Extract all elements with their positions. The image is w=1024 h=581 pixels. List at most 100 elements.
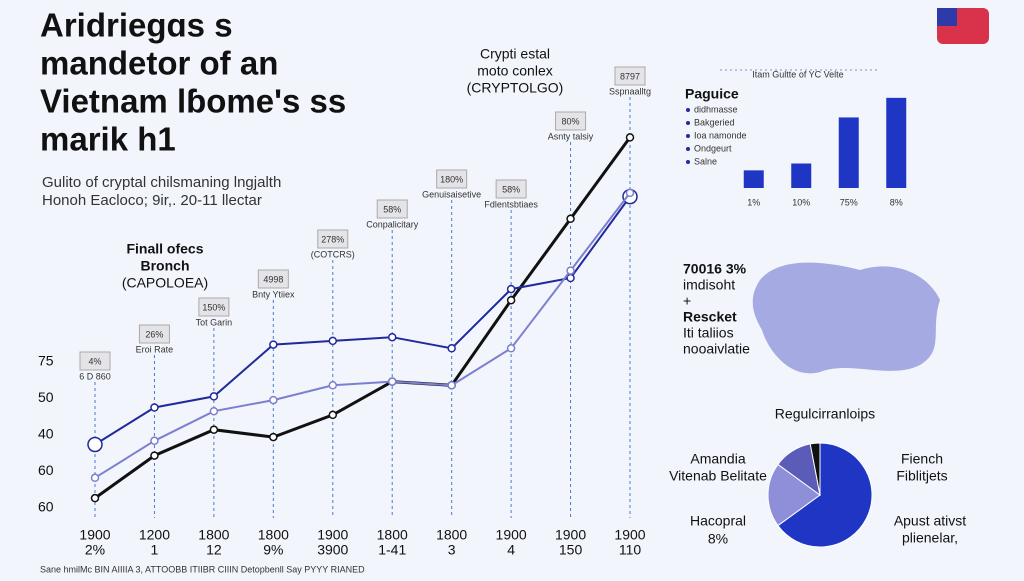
pie-slice <box>809 442 821 496</box>
note: (CRYPTOLGO) <box>467 80 564 96</box>
annotation-label: 58% <box>502 184 520 194</box>
legend-dot <box>686 134 690 138</box>
line-point <box>625 188 635 198</box>
legend-dot <box>686 108 690 112</box>
line-point <box>328 336 338 346</box>
map-note: Iti taliios <box>683 325 734 341</box>
x-tick-label: 1900 <box>79 527 110 543</box>
pie-slice <box>777 442 873 548</box>
x-tick-label: 1200 <box>139 527 170 543</box>
line-point <box>506 284 516 294</box>
line-point <box>87 436 103 453</box>
annotation-box <box>436 169 468 189</box>
annotation-label: 58% <box>383 204 401 214</box>
annotation-box <box>79 351 111 371</box>
title-line: marik h1 <box>40 121 176 158</box>
x-tick-label: 1% <box>747 197 760 207</box>
x-sublabel: 1 <box>151 542 159 558</box>
annotation-text: Asnty talsiy <box>548 131 594 141</box>
map <box>752 262 940 374</box>
annotation-label: 278% <box>321 234 344 244</box>
annotation-box <box>257 269 289 289</box>
y-axis-label: 50 <box>38 389 54 405</box>
annotation-box <box>376 199 408 219</box>
annotation-box <box>138 324 170 344</box>
x-sublabel: 9% <box>263 542 283 558</box>
note: moto conlex <box>477 63 552 79</box>
legend-item: Salne <box>694 156 717 166</box>
pie-label: 8% <box>708 531 728 547</box>
annotation-text: Conpalicitary <box>366 219 419 229</box>
annotation-text: Genuisaisetive <box>422 189 481 199</box>
line-point <box>150 403 159 412</box>
x-tick-label: 1900 <box>614 527 645 543</box>
x-tick-label: 1900 <box>317 527 348 543</box>
footer: Sane hmilMc BIN AIIIIA 3, ATTOOBB ITIIBR… <box>40 564 365 574</box>
line-point <box>506 344 516 353</box>
annotation-box <box>317 229 349 249</box>
pie-slice <box>767 463 821 527</box>
x-tick-label: 1800 <box>377 527 408 543</box>
x-tick-label: 8% <box>890 197 903 207</box>
map-note: Rescket <box>683 309 737 325</box>
annotation-label: 180% <box>440 174 463 184</box>
x-sublabel: 1-41 <box>378 542 406 558</box>
x-sublabel: 2% <box>85 542 105 558</box>
line-point <box>150 451 159 460</box>
title-line: Aridriegɑs s <box>40 7 233 44</box>
legend-item: Bakgeried <box>694 117 735 127</box>
legend-item: Ondgeurt <box>694 143 732 153</box>
annotation-text: Tot Garin <box>196 317 233 327</box>
annotation-box <box>555 111 587 131</box>
subtitle-line: Gulito of cryptal chilsmaning lngjalth <box>42 174 281 191</box>
pie-title: Regulcirranloips <box>775 406 875 422</box>
x-tick-label: 10% <box>792 197 810 207</box>
line-point <box>90 493 100 503</box>
x-sublabel: 3900 <box>317 542 348 558</box>
annotation-text: Sspnaalltg <box>609 86 651 96</box>
line-point <box>447 344 456 353</box>
y-axis-label: 60 <box>38 499 54 515</box>
line-point <box>387 332 397 342</box>
annotation-label: 8797 <box>620 71 640 81</box>
line-point <box>269 340 278 349</box>
line-point <box>506 295 516 305</box>
map-note: imdisoht <box>683 277 735 293</box>
bar <box>838 117 859 188</box>
x-sublabel: 3 <box>448 542 456 558</box>
line-point <box>566 266 575 275</box>
annotation-text: Bnty Ytiiex <box>252 289 295 299</box>
x-tick-label: 1800 <box>258 527 289 543</box>
annotation-label: 4998 <box>263 274 283 284</box>
pie-label: plienelar, <box>902 530 958 546</box>
line-point <box>209 406 219 416</box>
annotation-box <box>614 66 646 86</box>
bar <box>886 97 907 188</box>
pie-label: Fiench <box>901 451 943 467</box>
note: Finall ofecs <box>126 241 203 257</box>
x-tick-label: 75% <box>840 197 858 207</box>
pie-label: Amandia <box>690 451 745 467</box>
x-sublabel: 110 <box>619 542 642 558</box>
x-sublabel: 12 <box>206 542 222 558</box>
x-tick-label: 1900 <box>496 527 527 543</box>
note: Bronch <box>141 258 190 274</box>
annotation-label: 4% <box>88 356 101 366</box>
flag-canton <box>937 8 957 26</box>
legend-dot <box>686 121 690 125</box>
line-point <box>387 377 397 386</box>
annotation-text: Eroi Rate <box>136 344 174 354</box>
title-line: Vietnam lɓome's ss <box>40 83 346 120</box>
line-series <box>94 136 632 500</box>
annotation-label: 26% <box>145 329 163 339</box>
map-note: 70016 3% <box>683 261 747 277</box>
pie-label: Fiblitjets <box>896 468 947 484</box>
bar <box>791 163 812 188</box>
x-tick-label: 1900 <box>555 527 586 543</box>
line-point <box>209 425 219 434</box>
x-tick-label: 1800 <box>436 527 467 543</box>
line-point <box>150 436 159 446</box>
x-sublabel: 150 <box>559 542 583 558</box>
note: (CAPOLOEA) <box>122 275 208 291</box>
line-point <box>269 395 278 405</box>
